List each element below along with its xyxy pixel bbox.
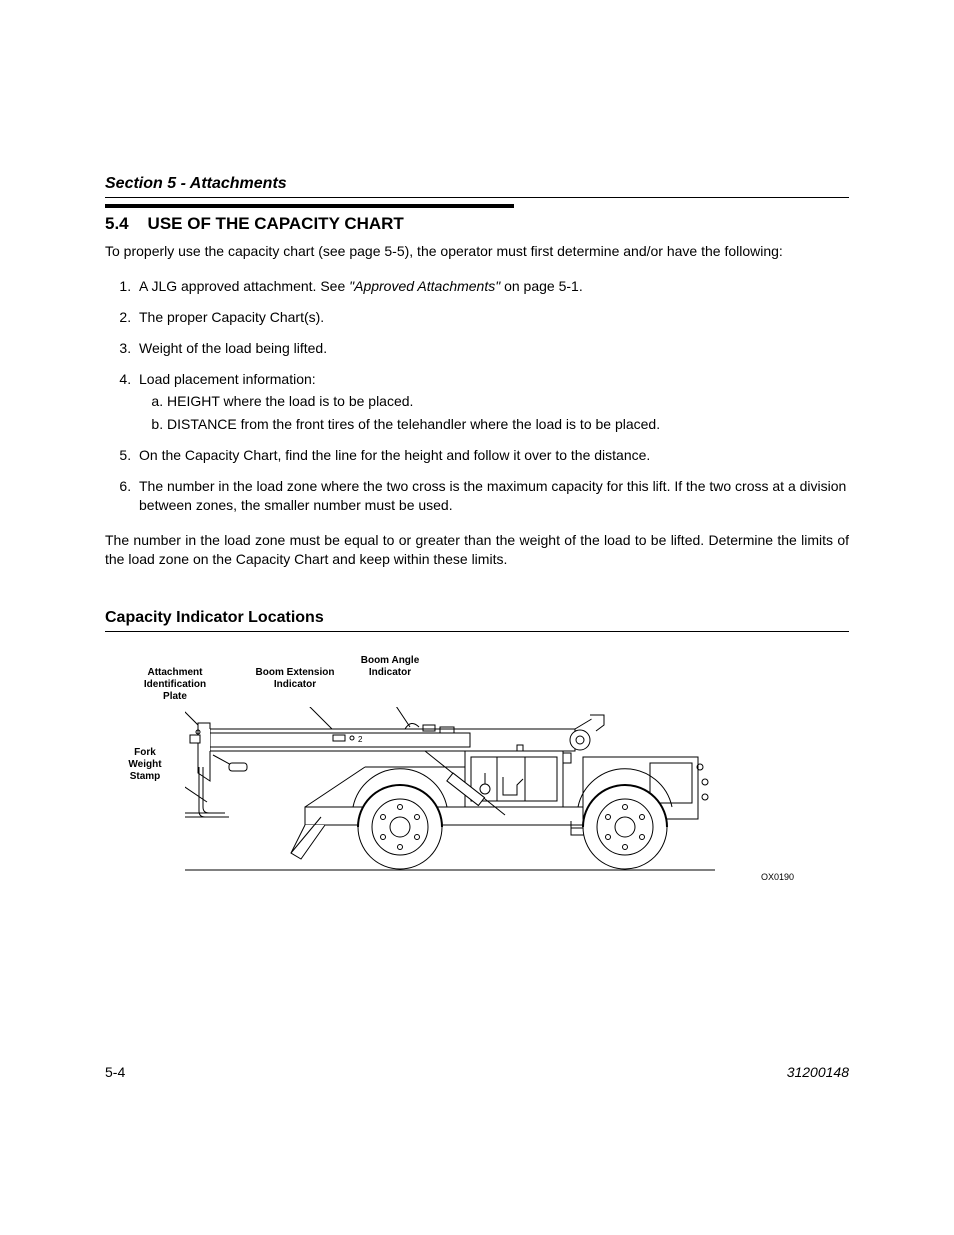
figure-container: Attachment Identification Plate Boom Ext… [105,652,849,882]
section-header: Section 5 - Attachments [105,175,849,198]
telehandler-diagram: 2 [185,707,745,882]
intro-paragraph: To properly use the capacity chart (see … [105,242,849,261]
list-text: A JLG approved attachment. See [139,278,349,294]
figure-label-fork-weight: Fork Weight Stamp [120,747,170,783]
thick-rule [105,204,514,208]
footer-page-number: 5-4 [105,1064,125,1080]
list-item: Load placement information: HEIGHT where… [135,370,849,435]
title-number: 5.4 [105,214,129,233]
list-item: A JLG approved attachment. See "Approved… [135,277,849,296]
list-text: on page 5-1. [500,278,583,294]
title-text: USE OF THE CAPACITY CHART [148,214,404,233]
list-item: The number in the load zone where the tw… [135,477,849,515]
sub-list-item: HEIGHT where the load is to be placed. [167,392,849,411]
sub-ordered-list: HEIGHT where the load is to be placed. D… [139,392,849,434]
page-footer: 5-4 31200148 [105,1064,849,1080]
figure-code: OX0190 [761,872,794,882]
italic-reference: "Approved Attachments" [349,278,500,294]
figure-label-boom-angle: Boom Angle Indicator [355,655,425,679]
main-ordered-list: A JLG approved attachment. See "Approved… [105,277,849,515]
list-item: On the Capacity Chart, find the line for… [135,446,849,465]
svg-text:2: 2 [358,735,363,744]
footer-doc-number: 31200148 [787,1064,849,1080]
list-text: Load placement information: [139,371,316,387]
sub-list-item: DISTANCE from the front tires of the tel… [167,415,849,434]
figure-label-attachment-plate: Attachment Identification Plate [135,667,215,703]
subheading: Capacity Indicator Locations [105,609,849,632]
list-item: Weight of the load being lifted. [135,339,849,358]
list-item: The proper Capacity Chart(s). [135,308,849,327]
figure-label-boom-extension: Boom Extension Indicator [245,667,345,691]
page-title: 5.4 USE OF THE CAPACITY CHART [105,214,849,234]
followup-paragraph: The number in the load zone must be equa… [105,531,849,569]
